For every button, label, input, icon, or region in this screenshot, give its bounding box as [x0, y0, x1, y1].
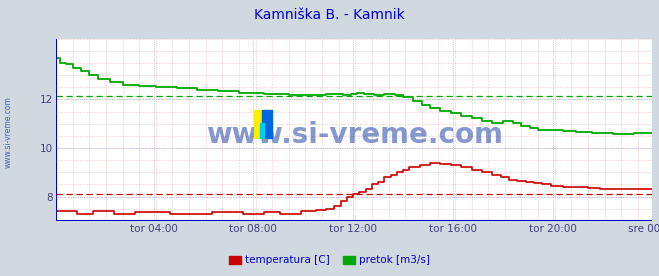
Text: www.si-vreme.com: www.si-vreme.com [3, 97, 13, 168]
Text: Kamniška B. - Kamnik: Kamniška B. - Kamnik [254, 8, 405, 22]
Text: www.si-vreme.com: www.si-vreme.com [206, 121, 503, 149]
Legend: temperatura [C], pretok [m3/s]: temperatura [C], pretok [m3/s] [225, 251, 434, 269]
